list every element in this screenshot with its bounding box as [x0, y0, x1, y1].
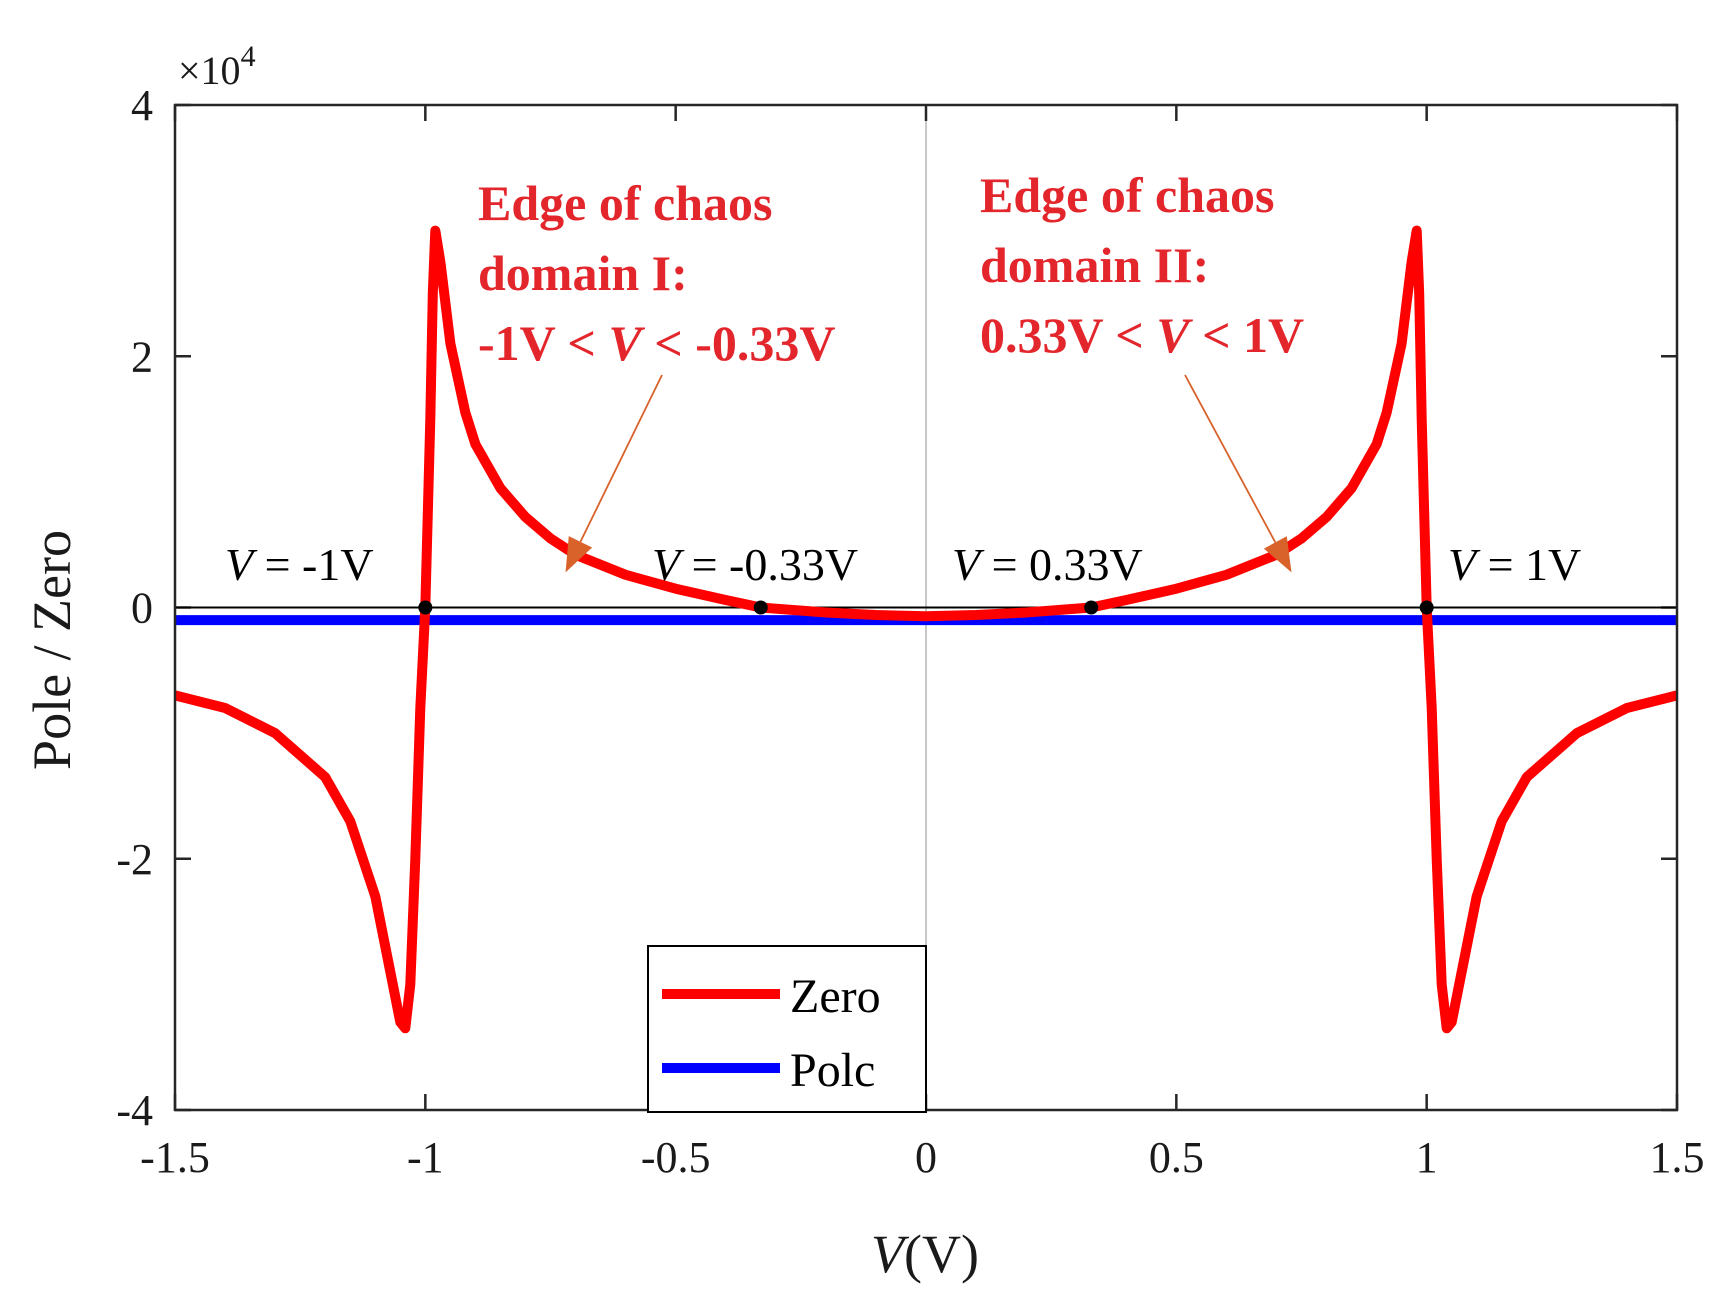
x-axis-label-unit: (V): [904, 1224, 979, 1284]
annotation-arrowhead-2: [1263, 536, 1292, 573]
annotation-arrow-1: [579, 374, 663, 543]
legend-label-pole: Polc: [790, 1044, 875, 1097]
annotation-domain-1-line3-var: V: [608, 315, 645, 371]
annotation-arrowhead-1: [565, 536, 593, 573]
annotation-domain-2-line3-var: V: [1156, 307, 1193, 363]
annotation-domain-2-line1: Edge of chaos: [980, 167, 1274, 223]
x-tick-labels: -1.5 -1 -0.5 0 0.5 1 1.5: [140, 1133, 1704, 1182]
x-tick-label: -1.5: [140, 1133, 210, 1182]
annotation-arrow-2: [1184, 374, 1277, 543]
y-tick-label: 4: [131, 81, 153, 130]
legend-label-zero: Zero: [790, 970, 881, 1023]
annotation-domain-2: Edge of chaos domain II: 0.33V < V < 1V: [980, 167, 1304, 363]
marked-point: [418, 600, 433, 615]
point-label-v-neg033: V = -0.33V: [652, 539, 858, 590]
legend-box: [647, 945, 927, 1113]
x-tick-label: 1.5: [1650, 1133, 1705, 1182]
x-tick-label: -1: [407, 1133, 444, 1182]
y-tick-label: -2: [116, 835, 153, 884]
y-tick-label: 2: [131, 332, 153, 381]
annotation-domain-2-line3-pre: 0.33V <: [980, 307, 1156, 363]
y-multiplier-exponent: 4: [241, 40, 256, 73]
annotation-domain-1-line3-post: < -0.33V: [642, 315, 836, 371]
y-multiplier-base: ×10: [178, 48, 241, 93]
annotation-domain-1-line2: domain I:: [478, 245, 688, 301]
point-label-v-033: V = 0.33V: [952, 539, 1143, 590]
marked-point: [753, 600, 768, 615]
series-line-zero: [173, 225, 1679, 1034]
annotation-domain-2-line2: domain II:: [980, 237, 1209, 293]
marked-points: [418, 600, 1434, 615]
x-tick-label: 1: [1416, 1133, 1438, 1182]
y-tick-label: -4: [116, 1086, 153, 1135]
x-tick-label: -0.5: [641, 1133, 711, 1182]
annotations: Edge of chaos domain I: -1V < V < -0.33V…: [478, 167, 1304, 573]
y-tick-labels: -4 -2 0 2 4: [116, 81, 153, 1135]
y-tick-label: 0: [131, 584, 153, 633]
annotation-domain-1-line3-pre: -1V <: [478, 315, 608, 371]
marked-point: [1084, 600, 1099, 615]
annotation-domain-1-line1: Edge of chaos: [478, 175, 772, 231]
x-axis-label: V(V): [871, 1224, 979, 1284]
y-axis-label: Pole / Zero: [22, 530, 82, 770]
marked-point: [1419, 600, 1434, 615]
x-tick-label: 0.5: [1149, 1133, 1204, 1182]
x-tick-label: 0: [915, 1133, 937, 1182]
point-labels: V = -1V V = -0.33V V = 0.33V V = 1V: [225, 539, 1581, 590]
legend: Zero Polc: [647, 945, 927, 1113]
point-label-v-1: V = 1V: [1448, 539, 1581, 590]
x-axis-label-variable: V: [871, 1224, 910, 1284]
y-axis-multiplier: ×104: [178, 40, 256, 93]
annotation-domain-2-line3-post: < 1V: [1190, 307, 1305, 363]
annotation-domain-1: Edge of chaos domain I: -1V < V < -0.33V: [478, 175, 835, 371]
point-label-v-neg1: V = -1V: [225, 539, 374, 590]
